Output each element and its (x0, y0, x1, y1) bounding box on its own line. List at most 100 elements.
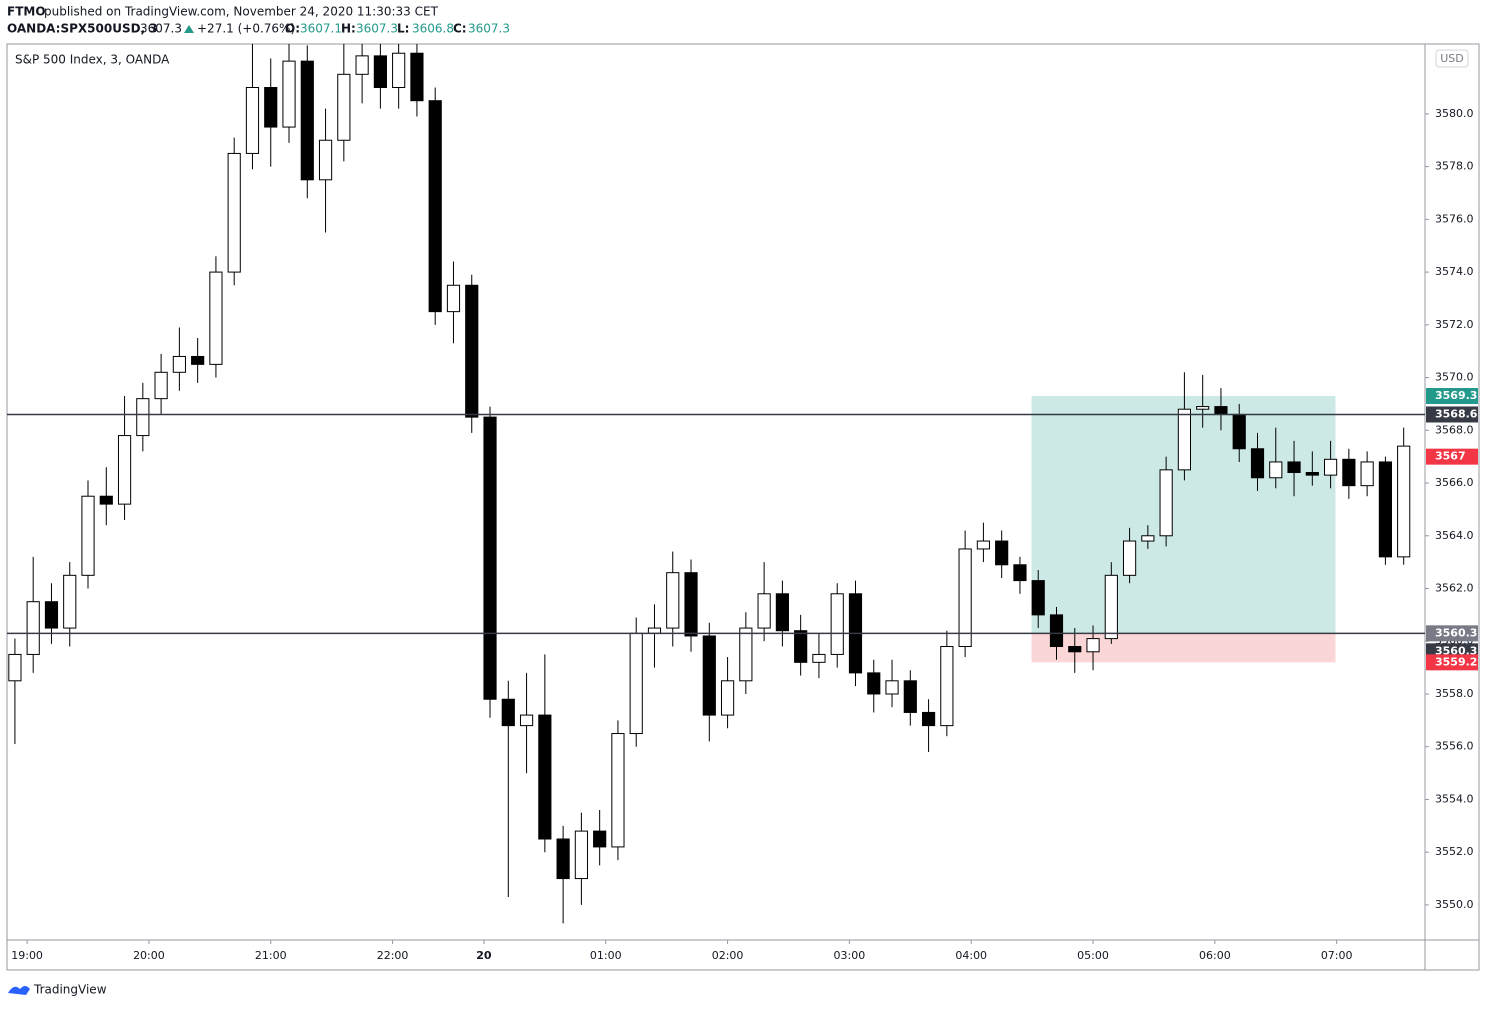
candle-body (684, 572, 698, 637)
chart-title: S&P 500 Index, 3, OANDA (15, 53, 170, 67)
x-tick-label: 05:00 (1077, 949, 1109, 962)
x-tick-label: 04:00 (955, 949, 987, 962)
candle-body (501, 698, 515, 727)
price-label: 3560.3 (1435, 626, 1477, 639)
price-label-bg (1426, 654, 1478, 671)
x-tick-label: 06:00 (1199, 949, 1231, 962)
candle-body (136, 398, 150, 437)
y-tick-label: 3568.0 (1435, 423, 1474, 436)
ohlc-value: 3607.3 (468, 22, 510, 36)
candle-body (465, 284, 479, 418)
candle-body (556, 838, 570, 880)
y-tick-label: 3550.0 (1435, 898, 1474, 911)
candle-body (1068, 646, 1082, 653)
candle-body (995, 540, 1009, 566)
candle-body (373, 55, 387, 89)
candle-body (1250, 448, 1265, 479)
currency-badge (1435, 49, 1469, 68)
price-label: 3567 (1435, 450, 1466, 463)
price-label: 3569.3 (1435, 389, 1477, 402)
candle-body (1196, 406, 1210, 410)
x-tick-label: 02:00 (712, 949, 744, 962)
ohlc-label: O: (285, 22, 300, 36)
candle-body (392, 52, 406, 89)
last-price: 3607.3 (140, 22, 182, 36)
candle-body (830, 593, 844, 655)
y-tick-label: 3572.0 (1435, 318, 1474, 331)
y-tick-label: 3558.0 (1435, 687, 1474, 700)
candle-body (647, 627, 662, 634)
candle-body (940, 646, 954, 727)
currency: USD (1440, 52, 1464, 65)
candle-body (702, 635, 716, 716)
candle-body (1287, 461, 1301, 473)
candle-body (574, 830, 588, 880)
up-arrow-icon (184, 25, 194, 33)
candle-body (1177, 408, 1191, 471)
candle-body (428, 100, 442, 313)
candle-body (209, 271, 223, 365)
ohlc-value: 3607.1 (300, 22, 342, 36)
candle-body (885, 680, 899, 695)
ohlc-value: 3607.3 (356, 22, 398, 36)
ohlc-label: H: (341, 22, 356, 36)
candle-body (1323, 458, 1338, 476)
ohlc-label: C: (453, 22, 467, 36)
candle-body (921, 711, 936, 727)
x-tick-label: 22:00 (377, 949, 409, 962)
candle-body (739, 627, 753, 682)
candle-body (282, 60, 296, 128)
candle-body (154, 371, 168, 400)
candle-body (81, 495, 95, 576)
price-label: 3559.2 (1435, 655, 1477, 668)
candle-body (794, 630, 808, 663)
candle-body (1122, 540, 1137, 576)
candle-body (1269, 461, 1283, 479)
candle-body (63, 574, 77, 629)
x-tick-label: 01:00 (590, 949, 622, 962)
candle-body (318, 139, 333, 181)
candle-body (1031, 580, 1045, 616)
footer-brand: TradingView (33, 983, 107, 997)
candle-body (593, 830, 607, 848)
candle-body (483, 416, 497, 700)
y-tick-label: 3562.0 (1435, 582, 1474, 595)
symbol: OANDA:SPX500USD, 3 (7, 22, 158, 36)
y-tick-label: 3566.0 (1435, 476, 1474, 489)
y-tick-label: 3578.0 (1435, 160, 1474, 173)
x-tick-label: 19:00 (11, 949, 43, 962)
candle-body (976, 540, 990, 550)
candle-body (1049, 614, 1064, 648)
y-tick-label: 3556.0 (1435, 740, 1474, 753)
candle-body (1104, 574, 1118, 640)
candle-body (1141, 535, 1155, 542)
price-label-bg (1426, 448, 1478, 465)
candle-body (757, 593, 771, 629)
candle-body (446, 284, 461, 313)
candle-body (1397, 445, 1411, 558)
candle-body (1232, 413, 1246, 450)
candle-body (812, 653, 826, 663)
candle-body (355, 55, 369, 75)
candle-body (720, 680, 735, 716)
candle-body (191, 355, 205, 365)
y-tick-label: 3552.0 (1435, 845, 1474, 858)
candle-body (26, 601, 40, 655)
published-text: published on TradingView.com, November 2… (44, 5, 439, 19)
candle-body (775, 593, 789, 632)
candle-body (903, 680, 917, 713)
y-tick-label: 3580.0 (1435, 107, 1474, 120)
candle-body (519, 714, 534, 727)
candle-body (1013, 564, 1027, 582)
y-tick-label: 3570.0 (1435, 371, 1474, 384)
change: +27.1 (+0.76%) (197, 22, 295, 36)
y-tick-label: 3576.0 (1435, 212, 1474, 225)
candle-body (958, 548, 972, 648)
candle-body (117, 435, 132, 505)
ohlc-value: 3606.8 (412, 22, 454, 36)
ohlc-label: L: (397, 22, 409, 36)
y-tick-label: 3574.0 (1435, 265, 1474, 278)
candle-body (1214, 406, 1228, 415)
